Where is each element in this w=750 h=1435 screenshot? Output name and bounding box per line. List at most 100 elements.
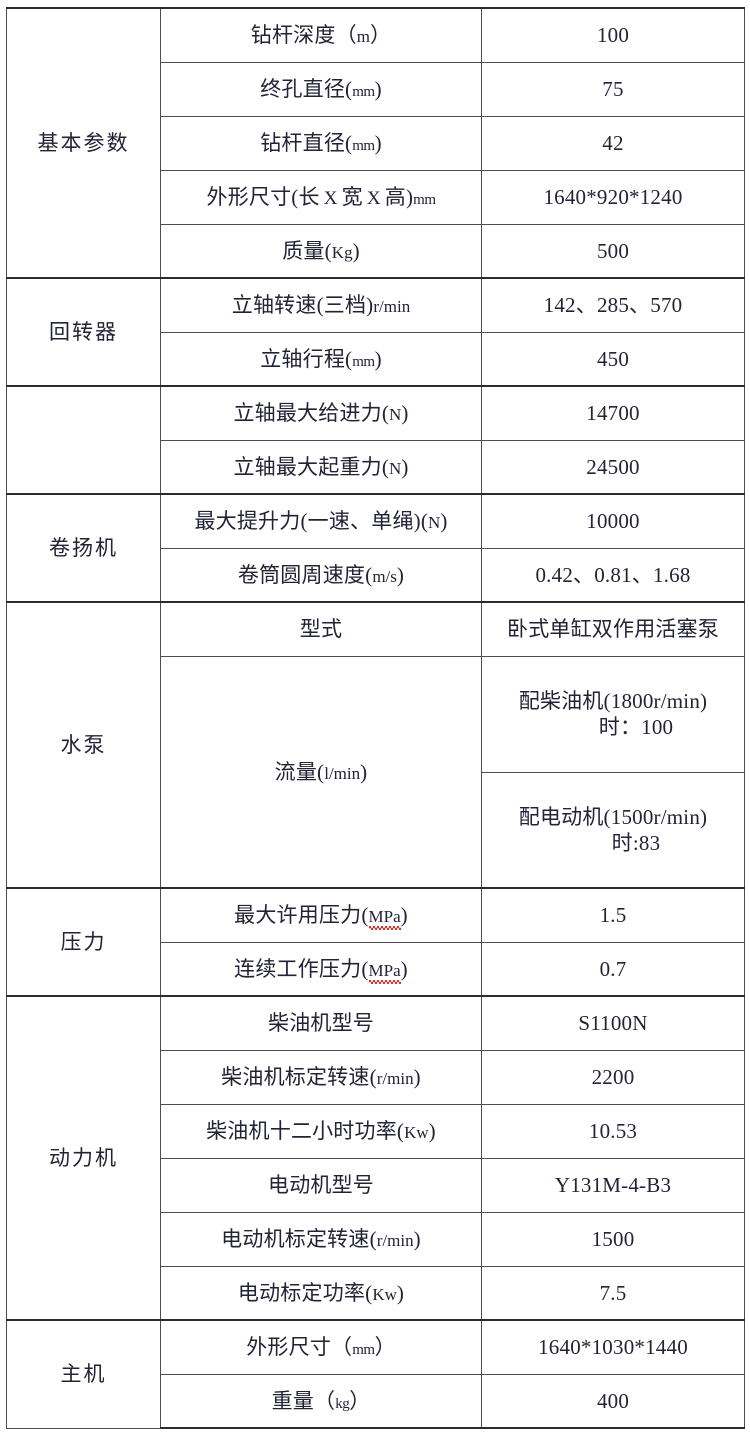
unit-text: Kw bbox=[372, 1284, 397, 1304]
value-motor-rated-power: 7.5 bbox=[481, 1265, 745, 1321]
param-text: 立轴行程( bbox=[260, 346, 353, 371]
table-row: 电动机标定转速(r/min) 1500 bbox=[7, 1211, 745, 1267]
param-text-tail: ) bbox=[428, 1118, 436, 1143]
value-overall-dimensions: 1640*920*1240 bbox=[481, 169, 745, 225]
unit-text: mm bbox=[352, 83, 375, 100]
param-drum-speed: 卷筒圆周速度(m/s) bbox=[160, 547, 482, 603]
param-mainframe-dimensions: 外形尺寸（mm） bbox=[160, 1319, 482, 1375]
param-rod-diameter: 钻杆直径(mm) bbox=[160, 115, 482, 171]
param-max-lift-force: 立轴最大起重力(N) bbox=[160, 439, 482, 495]
multiply-separator: X bbox=[323, 187, 338, 209]
value-drum-speed: 0.42、0.81、1.68 bbox=[481, 547, 745, 603]
param-text: 电动机标定转速( bbox=[221, 1226, 377, 1251]
group-label-pressure: 压力 bbox=[6, 887, 161, 997]
unit-text: Kw bbox=[404, 1122, 429, 1142]
param-text-tail: ) bbox=[413, 1226, 421, 1251]
param-text: 最大提升力(一速、单绳)( bbox=[194, 509, 429, 534]
unit-text: r/min bbox=[376, 1230, 414, 1250]
param-text: 重量（ bbox=[271, 1388, 336, 1413]
param-mass: 质量(Kg) bbox=[160, 223, 482, 279]
param-diesel-12h-power: 柴油机十二小时功率(Kw) bbox=[160, 1103, 482, 1159]
param-text-tail: ) bbox=[440, 509, 448, 534]
table-row: 立轴行程(mm) 450 bbox=[7, 331, 745, 387]
unit-text: Kg bbox=[331, 242, 353, 262]
table-row: 动力机 柴油机型号 S1100N bbox=[6, 995, 745, 1321]
table-row: 立轴最大给进力(N) 14700 bbox=[6, 385, 745, 495]
table-row: 立轴最大起重力(N) 24500 bbox=[7, 439, 745, 495]
param-text-tail: ) bbox=[401, 401, 409, 426]
specification-table: 基本参数 钻杆深度（m） 100 终孔直径(mm) 75 钻杆直径(mm) 42… bbox=[6, 7, 745, 1429]
value-max-feed-force: 14700 bbox=[481, 385, 745, 441]
param-text-tail: ) bbox=[396, 1280, 405, 1305]
table-row: 质量(Kg) 500 bbox=[7, 223, 745, 279]
param-text-tail: ) bbox=[405, 184, 414, 209]
param-text: 连续工作压力( bbox=[234, 956, 369, 981]
unit-text: kg bbox=[335, 1395, 350, 1412]
value-diesel-12h-power: 10.53 bbox=[481, 1103, 745, 1159]
param-text: 钻杆深度（ bbox=[250, 23, 357, 48]
value-max-lift-force: 24500 bbox=[481, 439, 745, 495]
unit-text: m/s bbox=[372, 566, 397, 586]
unit-text-misspelled: MPa bbox=[368, 907, 401, 931]
param-text: 电动标定功率( bbox=[237, 1280, 373, 1305]
table-row: 压力 最大许用压力(MPa) 1.5 bbox=[6, 887, 745, 997]
param-text: 立轴最大给进力( bbox=[233, 401, 390, 426]
value-pump-type: 卧式单缸双作用活塞泵 bbox=[481, 601, 745, 657]
unit-text-misspelled: MPa bbox=[368, 960, 401, 985]
param-text-tail: ） bbox=[374, 1335, 396, 1360]
flow-motor-amount: 时:83 bbox=[611, 830, 661, 855]
group-label-winch: 卷扬机 bbox=[6, 493, 161, 603]
flow-diesel-condition: 配柴油机(1800r/min) bbox=[518, 688, 708, 713]
param-text: 终孔直径( bbox=[260, 76, 353, 101]
unit-text: r/min bbox=[376, 1068, 414, 1088]
multiply-separator: X bbox=[366, 187, 381, 209]
unit-text: mm bbox=[352, 1342, 375, 1359]
unit-text: mm bbox=[352, 353, 375, 370]
table-row: 连续工作压力(MPa) 0.7 bbox=[7, 941, 745, 997]
param-text: 外形尺寸( bbox=[206, 184, 299, 209]
param-text: 流量( bbox=[274, 759, 325, 784]
value-rod-depth: 100 bbox=[481, 7, 745, 63]
value-mainframe-weight: 400 bbox=[481, 1373, 745, 1429]
group-label-basic: 基本参数 bbox=[6, 7, 161, 279]
group-label-mainframe: 主机 bbox=[6, 1319, 161, 1429]
dim-width: 宽 bbox=[341, 184, 363, 209]
param-text-tail: ） bbox=[370, 23, 392, 48]
value-max-pressure: 1.5 bbox=[481, 887, 745, 943]
param-pump-type: 型式 bbox=[160, 601, 482, 657]
param-text-tail: ） bbox=[349, 1388, 371, 1413]
table-row: 电动机型号 Y131M-4-B3 bbox=[7, 1157, 745, 1213]
param-text: 质量( bbox=[282, 238, 332, 263]
param-text: 柴油机标定转速( bbox=[221, 1064, 377, 1089]
value-flow-motor: 配电动机(1500r/min) 时:83 bbox=[481, 771, 745, 889]
table-row: 水泵 型式 卧式单缸双作用活塞泵 bbox=[6, 601, 745, 889]
group-label-power: 动力机 bbox=[6, 995, 161, 1321]
table-row: 外形尺寸(长 X 宽 X 高)mm 1640*920*1240 bbox=[7, 169, 745, 225]
table-row: 重量（kg） 400 bbox=[7, 1373, 745, 1429]
param-overall-dimensions: 外形尺寸(长 X 宽 X 高)mm bbox=[160, 169, 482, 225]
value-mainframe-dimensions: 1640*1030*1440 bbox=[481, 1319, 745, 1375]
table-row: 基本参数 钻杆深度（m） 100 bbox=[6, 7, 745, 279]
param-motor-rated-power: 电动标定功率(Kw) bbox=[160, 1265, 482, 1321]
param-diesel-rated-speed: 柴油机标定转速(r/min) bbox=[160, 1049, 482, 1105]
table-row: 电动标定功率(Kw) 7.5 bbox=[7, 1265, 745, 1321]
param-continuous-pressure: 连续工作压力(MPa) bbox=[160, 941, 482, 997]
param-hoist-force: 最大提升力(一速、单绳)(N) bbox=[160, 493, 482, 549]
param-text: 立轴最大起重力( bbox=[233, 454, 390, 479]
unit-text: r/min bbox=[373, 297, 411, 317]
group-label-blank bbox=[6, 385, 161, 495]
unit-text: mm bbox=[352, 137, 375, 154]
param-max-feed-force: 立轴最大给进力(N) bbox=[160, 385, 482, 441]
param-text-tail: ) bbox=[352, 238, 360, 263]
param-final-hole-diameter: 终孔直径(mm) bbox=[160, 61, 482, 117]
param-text: 钻杆直径( bbox=[260, 130, 353, 155]
param-text-tail: ) bbox=[400, 956, 408, 981]
param-text-tail: ) bbox=[396, 562, 405, 587]
table-row: 柴油机标定转速(r/min) 2200 bbox=[7, 1049, 745, 1105]
param-text-tail: ) bbox=[400, 903, 408, 928]
flow-diesel-amount: 时：100 bbox=[598, 715, 674, 739]
value-flow-diesel: 配柴油机(1800r/min) 时：100 bbox=[481, 655, 745, 773]
value-motor-rated-speed: 1500 bbox=[481, 1211, 745, 1267]
table-row: 卷筒圆周速度(m/s) 0.42、0.81、1.68 bbox=[7, 547, 745, 603]
unit-text: mm bbox=[413, 191, 436, 208]
